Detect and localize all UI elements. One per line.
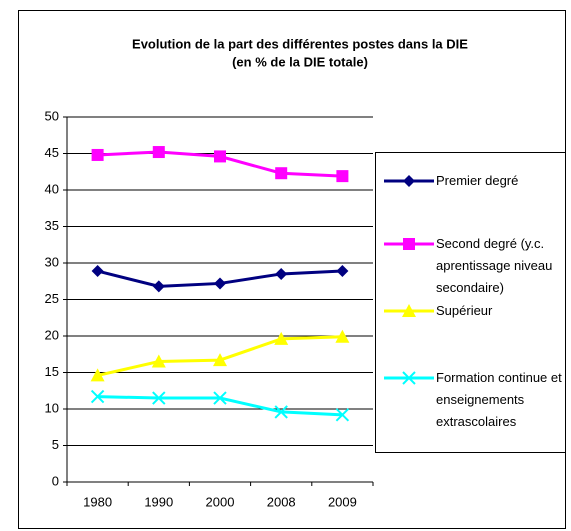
legend-marker: [403, 175, 415, 187]
marker: [214, 277, 226, 290]
y-tick-label: 50: [45, 108, 59, 123]
marker: [274, 331, 289, 345]
y-tick-label: 25: [45, 291, 59, 306]
marker: [152, 146, 165, 159]
y-tick-label: 45: [45, 145, 59, 160]
marker: [90, 368, 105, 382]
y-tick-label: 40: [45, 181, 59, 196]
legend-label: Second degré (y.c. aprentissage niveau s…: [436, 236, 553, 295]
x-tick-label: 2000: [206, 494, 235, 509]
legend-box: [375, 152, 566, 453]
marker: [335, 408, 350, 422]
chart-subtitle: (en % de la DIE totale): [232, 54, 368, 69]
legend-label: Premier degré: [436, 173, 519, 188]
marker: [90, 389, 105, 404]
marker: [151, 354, 166, 368]
marker: [275, 267, 288, 280]
marker: [152, 391, 166, 405]
marker: [275, 167, 288, 180]
legend-marker: [403, 238, 415, 250]
y-tick-label: 20: [45, 327, 59, 342]
marker: [336, 265, 349, 278]
x-tick-label: 1990: [144, 494, 173, 509]
y-tick-label: 30: [45, 254, 59, 269]
y-tick-label: 15: [45, 364, 59, 379]
x-tick-label: 2008: [267, 494, 296, 509]
y-tick-label: 10: [45, 400, 59, 415]
marker: [335, 329, 350, 343]
legend-marker: [402, 371, 416, 385]
marker: [91, 265, 104, 278]
marker: [152, 280, 165, 293]
y-tick-label: 35: [45, 218, 59, 233]
marker: [274, 405, 288, 419]
y-tick-label: 0: [52, 473, 59, 488]
legend-label: Supérieur: [436, 303, 493, 318]
marker: [213, 353, 227, 367]
legend-marker: [402, 304, 416, 317]
y-tick-label: 5: [52, 437, 59, 452]
x-tick-label: 1980: [83, 494, 112, 509]
x-tick-label: 2009: [328, 494, 357, 509]
marker: [91, 148, 104, 161]
chart-title: Evolution de la part des différentes pos…: [132, 36, 468, 51]
legend-label: Formation continue et enseignements extr…: [436, 370, 562, 429]
marker: [214, 150, 226, 163]
marker: [213, 391, 227, 405]
marker: [336, 170, 349, 183]
